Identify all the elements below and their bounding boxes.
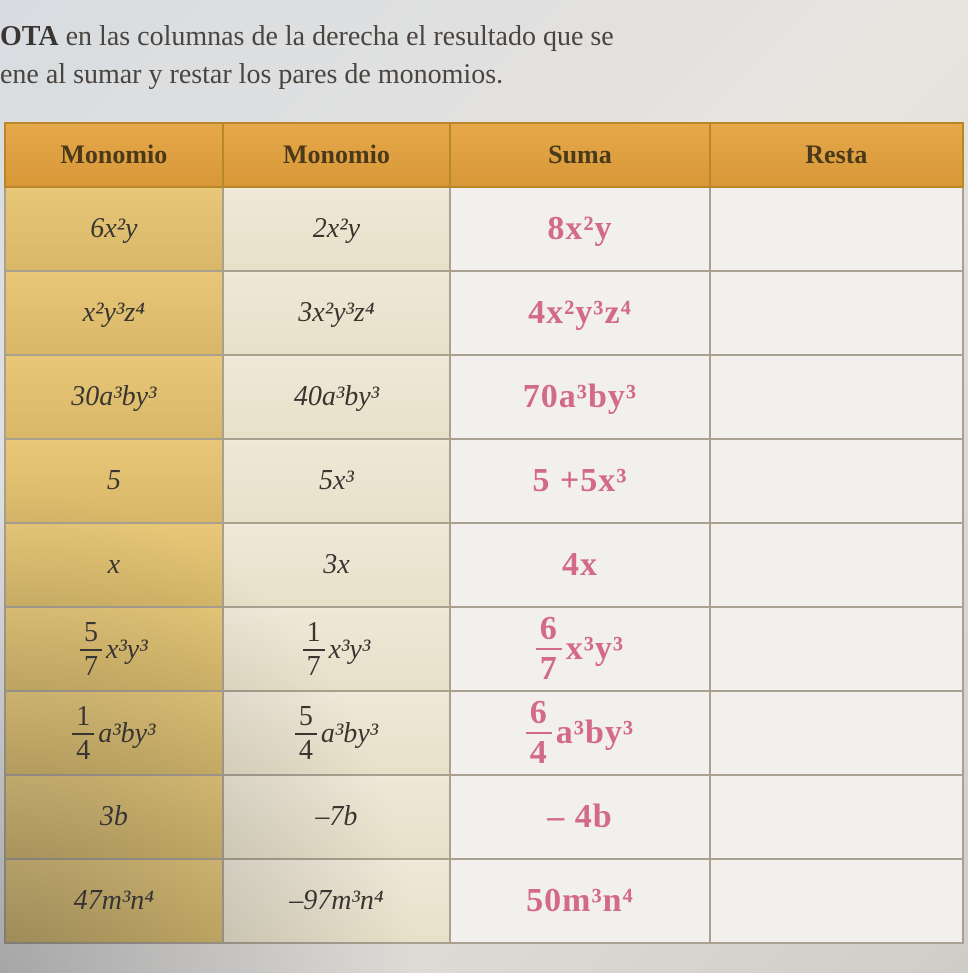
header-monomio-1: Monomio bbox=[5, 123, 223, 187]
header-suma: Suma bbox=[450, 123, 709, 187]
cell-suma: 67x³y³ bbox=[450, 607, 709, 691]
instruction-line1: en las columnas de la derecha el resulta… bbox=[59, 21, 614, 52]
instruction-bold: OTA bbox=[0, 21, 59, 52]
cell-m2: –97m³n⁴ bbox=[223, 859, 451, 943]
cell-m2: –7b bbox=[223, 775, 451, 859]
cell-resta bbox=[710, 859, 963, 943]
handwritten-answer: 67x³y³ bbox=[536, 612, 624, 686]
cell-suma: 70a³by³ bbox=[450, 355, 709, 439]
cell-suma: 4x²y³z⁴ bbox=[450, 271, 709, 355]
cell-m1: 3b bbox=[5, 775, 223, 859]
cell-suma: 4x bbox=[450, 523, 709, 607]
table-row: 6x²y 2x²y 8x²y bbox=[5, 187, 963, 271]
handwritten-answer: 64a³by³ bbox=[526, 696, 634, 770]
handwritten-answer: – 4b bbox=[547, 798, 612, 835]
table-row: 30a³by³ 40a³by³ 70a³by³ bbox=[5, 355, 963, 439]
table-row: 5 5x³ 5 +5x³ bbox=[5, 439, 963, 523]
table-header-row: Monomio Monomio Suma Resta bbox=[5, 123, 963, 187]
instruction-line2: ene al sumar y restar los pares de monom… bbox=[0, 59, 503, 90]
cell-m2: 17x³y³ bbox=[223, 607, 451, 691]
cell-m2: 5x³ bbox=[223, 439, 451, 523]
table-row: 57x³y³ 17x³y³ 67x³y³ bbox=[5, 607, 963, 691]
cell-m1: x bbox=[5, 523, 223, 607]
cell-m2: 2x²y bbox=[223, 187, 451, 271]
header-resta: Resta bbox=[710, 123, 963, 187]
table-row: 14a³by³ 54a³by³ 64a³by³ bbox=[5, 691, 963, 775]
handwritten-answer: 70a³by³ bbox=[523, 378, 637, 415]
table-row: x²y³z⁴ 3x²y³z⁴ 4x²y³z⁴ bbox=[5, 271, 963, 355]
table-row: 47m³n⁴ –97m³n⁴ 50m³n⁴ bbox=[5, 859, 963, 943]
monomios-table: Monomio Monomio Suma Resta 6x²y 2x²y 8x²… bbox=[4, 122, 964, 944]
cell-resta bbox=[710, 523, 963, 607]
handwritten-answer: 8x²y bbox=[547, 210, 612, 247]
cell-m2: 54a³by³ bbox=[223, 691, 451, 775]
cell-resta bbox=[710, 439, 963, 523]
header-monomio-2: Monomio bbox=[223, 123, 451, 187]
instruction-text: OTA en las columnas de la derecha el res… bbox=[0, 18, 948, 94]
cell-m1: 6x²y bbox=[5, 187, 223, 271]
cell-m1: 47m³n⁴ bbox=[5, 859, 223, 943]
cell-m1: 30a³by³ bbox=[5, 355, 223, 439]
cell-m2: 3x bbox=[223, 523, 451, 607]
handwritten-answer: 4x²y³z⁴ bbox=[528, 294, 632, 331]
cell-m2: 40a³by³ bbox=[223, 355, 451, 439]
cell-resta bbox=[710, 355, 963, 439]
handwritten-answer: 4x bbox=[562, 546, 598, 583]
cell-m2: 3x²y³z⁴ bbox=[223, 271, 451, 355]
cell-resta bbox=[710, 271, 963, 355]
cell-resta bbox=[710, 691, 963, 775]
cell-suma: – 4b bbox=[450, 775, 709, 859]
cell-resta bbox=[710, 607, 963, 691]
table-row: x 3x 4x bbox=[5, 523, 963, 607]
handwritten-answer: 50m³n⁴ bbox=[526, 882, 634, 919]
cell-suma: 5 +5x³ bbox=[450, 439, 709, 523]
cell-m1: 57x³y³ bbox=[5, 607, 223, 691]
cell-resta bbox=[710, 187, 963, 271]
cell-m1: 5 bbox=[5, 439, 223, 523]
cell-resta bbox=[710, 775, 963, 859]
cell-suma: 8x²y bbox=[450, 187, 709, 271]
handwritten-answer: 5 +5x³ bbox=[532, 462, 627, 499]
table-row: 3b –7b – 4b bbox=[5, 775, 963, 859]
cell-m1: 14a³by³ bbox=[5, 691, 223, 775]
cell-suma: 64a³by³ bbox=[450, 691, 709, 775]
cell-m1: x²y³z⁴ bbox=[5, 271, 223, 355]
cell-suma: 50m³n⁴ bbox=[450, 859, 709, 943]
